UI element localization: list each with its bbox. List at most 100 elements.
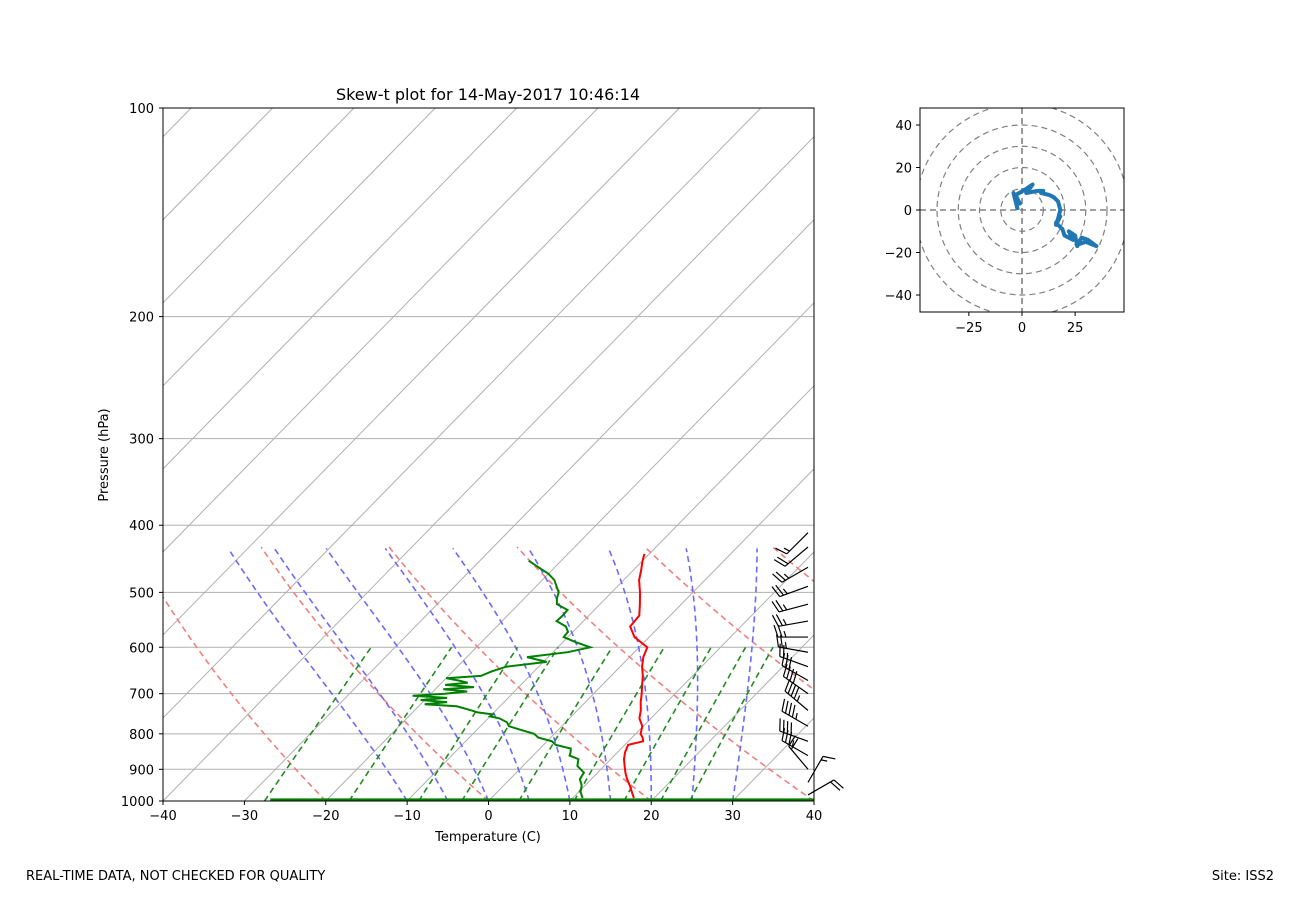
wind-barb <box>807 779 844 796</box>
wind-barb <box>773 624 808 638</box>
wind-barb-flag <box>783 547 790 552</box>
moist-adiabat-line <box>452 547 571 801</box>
wind-barb-staff <box>778 646 809 653</box>
isotherm-line <box>488 468 814 801</box>
x-tick-label: 20 <box>643 809 660 824</box>
isotherm-line <box>569 551 814 801</box>
isotherm-lines <box>163 108 814 801</box>
isotherm-line <box>163 108 599 553</box>
wind-barb-staff <box>781 664 809 681</box>
hodo-y-tick-label: 40 <box>895 119 912 134</box>
wind-barb-flag <box>776 634 780 648</box>
wind-barb-flag <box>787 681 794 694</box>
mixing-ratio-line <box>461 646 559 801</box>
y-tick-label: 600 <box>129 641 154 656</box>
wind-barbs <box>771 532 844 796</box>
wind-barb <box>773 546 809 567</box>
hodo-x-tick-label: −25 <box>955 321 982 336</box>
wind-barb-staff <box>784 546 809 567</box>
isotherm-line <box>406 385 814 801</box>
hodo-x-tick-label: 25 <box>1067 321 1084 336</box>
wind-barb-flag <box>771 586 781 597</box>
moist-adiabat-line <box>607 548 653 801</box>
wind-barb-flag <box>789 668 795 682</box>
wind-barb-staff <box>784 690 809 711</box>
moist-adiabat-line <box>227 547 408 801</box>
wind-barb-flag <box>782 604 788 611</box>
wind-barb-flag <box>773 559 786 567</box>
x-tick-label: −30 <box>231 809 258 824</box>
wind-barb-staff <box>778 603 809 613</box>
dry-adiabat-line <box>260 546 490 801</box>
isotherm-line <box>163 108 517 470</box>
hodograph-x-ticks: −25 0 25 <box>955 312 1083 336</box>
y-tick-label: 300 <box>129 433 154 448</box>
wind-barb-flag <box>775 614 783 626</box>
wind-barb-flag <box>822 755 836 760</box>
wind-barb-flag <box>833 779 844 789</box>
x-tick-label: −20 <box>312 809 339 824</box>
mixing-ratio-line <box>623 646 712 801</box>
mixing-ratio-line <box>659 646 747 801</box>
wind-barb-flag <box>790 738 799 750</box>
isotherm-line <box>325 302 814 801</box>
x-tick-label: 40 <box>806 809 823 824</box>
x-tick-label: 10 <box>562 809 579 824</box>
moist-adiabat-line <box>273 547 449 801</box>
mixing-ratio-line <box>418 646 519 801</box>
mixing-ratio-line <box>348 646 453 801</box>
wind-barb-staff <box>781 740 809 757</box>
wind-barb-flag <box>795 712 798 720</box>
y-tick-label: 400 <box>129 519 154 534</box>
dry-adiabat-line <box>901 547 1300 801</box>
wind-barb <box>771 600 809 613</box>
isotherm-line <box>650 634 814 801</box>
wind-barb <box>784 679 809 711</box>
wind-barb-flag <box>788 656 793 670</box>
isotherm-line <box>163 108 762 719</box>
dry-adiabat-line <box>516 546 814 801</box>
wind-barb-staff <box>779 585 809 598</box>
wind-barb-flag <box>775 547 788 555</box>
skewt-xlabel: Temperature (C) <box>434 830 541 845</box>
dewpoint-profile <box>412 559 594 799</box>
wind-barb-flag <box>782 588 788 595</box>
wind-barb-flag <box>783 573 790 579</box>
wind-barb-flag <box>775 571 786 581</box>
mixing-ratio-line <box>573 646 665 801</box>
wind-barb-staff <box>781 566 809 583</box>
wind-barb-flag <box>791 740 795 747</box>
skewt-frame <box>162 107 815 802</box>
hodograph-grid <box>920 108 1124 312</box>
wind-barb-flag <box>791 704 796 718</box>
wind-barb-flag <box>820 759 828 762</box>
wind-barb-flag <box>775 600 784 612</box>
dry-adiabat-line <box>388 546 652 801</box>
site-label: Site: ISS2 <box>1211 869 1274 884</box>
wind-barb-flag <box>788 702 793 716</box>
moist-adiabat-line <box>325 547 490 801</box>
isotherm-line <box>163 135 814 801</box>
wind-barb-flag <box>793 686 800 700</box>
hodograph-ring <box>936 124 1108 296</box>
dry-adiabat-line <box>1156 547 1300 801</box>
sounding-profiles <box>270 553 814 801</box>
x-tick-label: −10 <box>393 809 420 824</box>
skewt-plot: Skew-t plot for 14-May-2017 10:46:14 −40… <box>97 85 1300 845</box>
wind-barb-flag <box>776 556 789 565</box>
wind-barb-staff <box>786 532 809 555</box>
wind-barb <box>779 643 809 668</box>
wind-barb-flag <box>783 630 787 638</box>
wind-barb-flag <box>784 679 791 692</box>
wind-barb-flag <box>784 700 789 714</box>
isotherm-line <box>813 800 814 801</box>
x-tick-label: 0 <box>484 809 492 824</box>
x-tick-label: 30 <box>724 809 741 824</box>
wind-barb-staff <box>788 745 809 770</box>
y-tick-label: 800 <box>129 728 154 743</box>
x-tick-label: −40 <box>149 809 176 824</box>
hodograph-plot: −25 0 25 −40 −20 0 20 40 <box>885 107 1125 336</box>
wind-barb-flag <box>830 781 841 791</box>
hodo-y-tick-label: 20 <box>895 162 912 177</box>
